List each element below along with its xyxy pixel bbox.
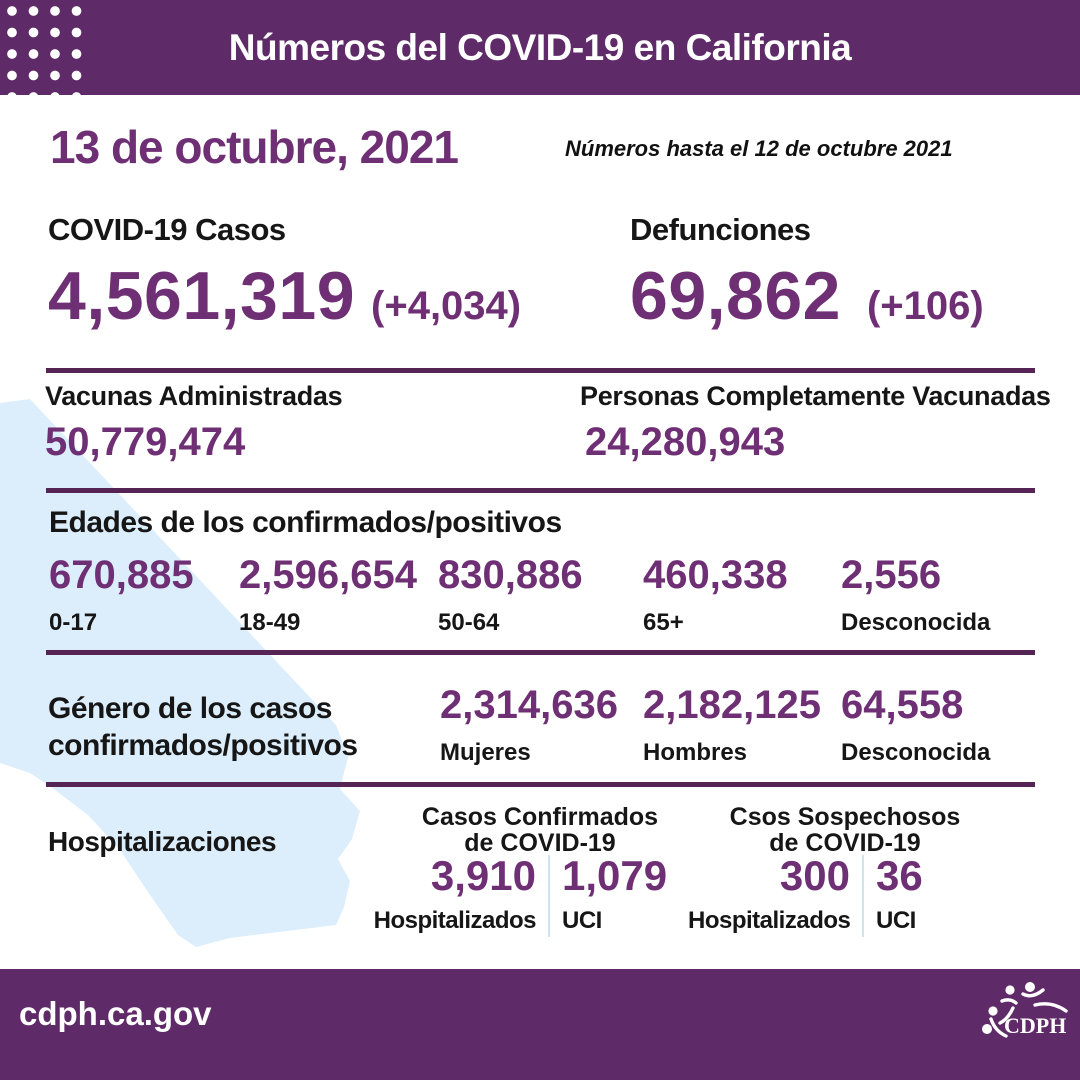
header-bar: Números del COVID-19 en California <box>0 0 1080 95</box>
gender-title-line1: Género de los casos <box>48 692 332 725</box>
gender-label: Hombres <box>643 739 748 766</box>
stat-value: 1,079 <box>562 852 668 899</box>
gender-value: 64,558 <box>841 683 964 727</box>
stat-value: 3,910 <box>430 852 536 899</box>
suspected-header-line2: de COVID-19 <box>769 829 921 857</box>
age-stat-unknown: 2,556 Desconocida <box>841 555 990 637</box>
age-stat-18-49: 2,596,654 18-49 <box>239 555 417 637</box>
cases-daily-change: (+4,034) <box>371 284 522 328</box>
age-value: 2,556 <box>841 553 942 597</box>
california-watermark <box>0 399 360 947</box>
divider <box>46 782 1035 787</box>
vertical-divider <box>862 855 864 937</box>
divider <box>46 650 1035 655</box>
stat-label: Hospitalizados <box>688 907 851 934</box>
cdph-logo-text: CDPH <box>1004 1013 1066 1038</box>
gender-title-line2: confirmados/positivos <box>48 729 358 762</box>
age-label: 18-49 <box>239 609 301 636</box>
confirmed-hospitalized-stat: 3,910 Hospitalizados <box>360 852 537 935</box>
footer-bar: cdph.ca.gov CDPH <box>0 969 1080 1080</box>
age-value: 460,338 <box>643 553 788 597</box>
cdph-website-url: cdph.ca.gov <box>19 995 212 1032</box>
hospitalizations-title: Hospitalizaciones <box>48 826 277 857</box>
cdph-logo: CDPH <box>982 982 1068 1038</box>
suspected-cases-header: Csos Sospechosos de COVID-19 <box>720 804 970 856</box>
report-date: 13 de octubre, 2021 <box>50 121 459 173</box>
page-title: Números del COVID-19 en California <box>228 26 852 68</box>
confirmed-header-line1: Casos Confirmados <box>421 803 659 831</box>
stat-label: Hospitalizados <box>373 907 537 934</box>
gender-label: Desconocida <box>841 739 991 766</box>
gender-value: 2,182,125 <box>643 683 821 727</box>
age-stat-50-64: 830,886 50-64 <box>438 555 583 637</box>
stat-label: UCI <box>562 907 602 934</box>
ages-section-title: Edades de los confirmados/positivos <box>49 506 562 539</box>
vaccines-administered-value: 50,779,474 <box>45 420 246 464</box>
age-value: 830,886 <box>438 553 583 597</box>
stat-label: UCI <box>876 907 916 934</box>
age-label: 50-64 <box>438 609 500 636</box>
vertical-divider <box>548 855 550 937</box>
deaths-daily-change: (+106) <box>866 284 984 328</box>
divider <box>46 488 1035 493</box>
deaths-total: 69,862 <box>630 258 841 334</box>
deaths-label: Defunciones <box>630 212 811 247</box>
cases-label: COVID-19 Casos <box>48 212 286 247</box>
confirmed-stats-group: 3,910 Hospitalizados 1,079 UCI <box>360 855 692 937</box>
gender-stat-women: 2,314,636 Mujeres <box>440 685 618 767</box>
age-label: 65+ <box>643 609 684 636</box>
suspected-hospitalized-stat: 300 Hospitalizados <box>688 852 851 935</box>
cases-total: 4,561,319 <box>48 258 356 334</box>
deaths-block: Defunciones 69,862 (+106) <box>630 212 984 330</box>
gender-stat-men: 2,182,125 Hombres <box>643 685 821 767</box>
stat-value: 36 <box>876 852 923 899</box>
dot-pattern-decoration <box>6 5 86 95</box>
suspected-icu-stat: 36 UCI <box>876 855 986 935</box>
age-value: 670,885 <box>49 553 194 597</box>
gender-section-title: Género de los casos confirmados/positivo… <box>48 690 358 764</box>
confirmed-header-line2: de COVID-19 <box>464 829 616 857</box>
cases-block: COVID-19 Casos 4,561,319 (+4,034) <box>48 212 521 330</box>
gender-stat-unknown: 64,558 Desconocida <box>841 685 990 767</box>
gender-label: Mujeres <box>440 739 531 766</box>
divider <box>46 368 1035 373</box>
gender-value: 2,314,636 <box>440 683 618 727</box>
data-as-of-note: Números hasta el 12 de octubre 2021 <box>565 136 953 161</box>
fully-vaccinated-value: 24,280,943 <box>585 420 786 464</box>
stat-value: 300 <box>779 852 850 899</box>
fully-vaccinated-label: Personas Completamente Vacunadas <box>580 381 1051 411</box>
age-label: 0-17 <box>49 609 98 636</box>
suspected-header-line1: Csos Sospechosos <box>729 803 961 831</box>
age-value: 2,596,654 <box>239 553 417 597</box>
confirmed-icu-stat: 1,079 UCI <box>562 855 692 935</box>
age-stat-65plus: 460,338 65+ <box>643 555 788 637</box>
age-stat-0-17: 670,885 0-17 <box>49 555 194 637</box>
confirmed-cases-header: Casos Confirmados de COVID-19 <box>415 804 665 856</box>
suspected-stats-group: 300 Hospitalizados 36 UCI <box>688 855 986 937</box>
vaccines-administered-label: Vacunas Administradas <box>45 381 343 411</box>
age-label: Desconocida <box>841 609 991 636</box>
